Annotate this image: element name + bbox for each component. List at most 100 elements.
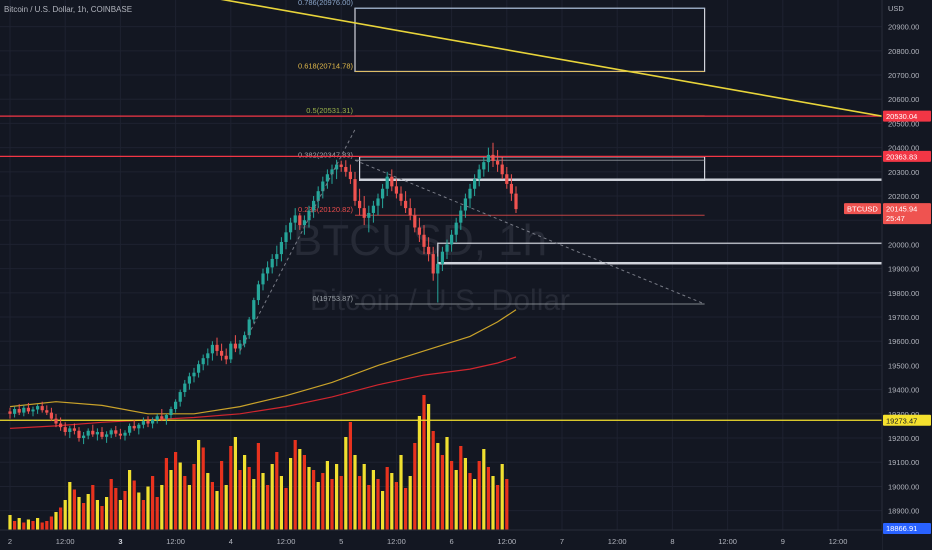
volume-bar (146, 486, 150, 530)
volume-bar (371, 470, 375, 530)
candle-body (486, 154, 490, 163)
volume-bar (450, 461, 454, 530)
candle-body (339, 164, 343, 167)
ma-slow-line (9, 356, 517, 429)
price-tick-label: 20800.00 (888, 47, 919, 56)
price-level-tag-bg (883, 414, 931, 426)
volume-bar (197, 440, 201, 530)
volume-bar (468, 473, 472, 530)
time-tick-label: 12:00 (608, 537, 627, 546)
volume-bar (123, 491, 127, 530)
volume-bar (385, 467, 389, 530)
volume-bar (183, 476, 187, 530)
candle-body (477, 169, 481, 180)
price-tick-label: 20300.00 (888, 168, 919, 177)
candle-body (284, 232, 288, 243)
price-tick-label: 19800.00 (888, 289, 919, 298)
fib-label-0.786: 0.786(20976.00) (298, 0, 354, 7)
candle-body (440, 251, 444, 264)
candle-body (17, 408, 21, 413)
volume-bar (505, 479, 509, 530)
candle-body (141, 421, 145, 425)
volume-bar (496, 485, 500, 530)
horizontal-lines (0, 115, 882, 421)
candle-body (224, 355, 228, 360)
volume-bar (201, 447, 205, 530)
candle-body (151, 419, 155, 424)
volume-bar (238, 470, 242, 530)
price-level-tag-bg (883, 110, 931, 122)
volume-bar (72, 489, 76, 530)
fib-label-0.5: 0.5(20531.31) (306, 106, 353, 115)
price-tick-label: 19600.00 (888, 337, 919, 346)
volume-bar (114, 488, 118, 530)
volume-bar (454, 470, 458, 530)
volume-bar (100, 506, 104, 530)
candle-body (293, 215, 297, 223)
volume-bar (284, 488, 288, 530)
volume-bar (321, 473, 325, 530)
candle-body (105, 434, 109, 437)
candle-body (312, 200, 316, 211)
volume-bar (417, 416, 421, 530)
volume-bar (404, 488, 408, 530)
volume-bar (427, 404, 431, 530)
candle-body (496, 160, 500, 165)
volume-bar (17, 518, 21, 530)
time-tick-label: 6 (450, 537, 454, 546)
candle-body (40, 406, 44, 411)
candle-body (482, 162, 486, 170)
dashed-trendline (354, 159, 705, 305)
candle-body (445, 244, 449, 252)
price-tick-label: 19500.00 (888, 361, 919, 370)
candle-body (22, 407, 26, 413)
volume-bar (270, 464, 274, 530)
volume-bar (59, 507, 63, 530)
price-tick-label: 19100.00 (888, 458, 919, 467)
volume-bar (82, 503, 86, 530)
candle-body (86, 430, 90, 436)
volume-bar (91, 485, 95, 530)
volume-bar (307, 467, 311, 530)
candle-body (220, 350, 224, 356)
price-tick-label: 20700.00 (888, 71, 919, 80)
candle-body (155, 416, 159, 420)
volume-bar (408, 476, 412, 530)
candle-body (45, 410, 49, 413)
candle-body (160, 416, 164, 419)
volume-bar (192, 464, 196, 530)
candle-body (270, 258, 274, 268)
time-tick-label: 9 (781, 537, 785, 546)
candle-body (427, 246, 431, 255)
symbol-legend[interactable]: Bitcoin / U.S. Dollar, 1h, COINBASE (4, 5, 132, 14)
volume-bar (36, 518, 40, 530)
volume-bar (330, 479, 334, 530)
time-tick-label: 12:00 (718, 537, 737, 546)
volume-bar (132, 480, 136, 530)
volume-bar (399, 455, 403, 530)
price-tick-label: 19300.00 (888, 410, 919, 419)
candle-body (178, 392, 182, 402)
candle-body (408, 208, 412, 216)
volume-bar (118, 500, 122, 530)
volume-bar (289, 458, 293, 530)
trendline[interactable] (88, 0, 931, 126)
candle-body (266, 267, 270, 274)
grid (0, 0, 882, 530)
volume-bar (49, 516, 53, 530)
volume-bar (128, 470, 132, 530)
volume-bar (293, 440, 297, 530)
candle-body (362, 208, 366, 218)
volume-bar (233, 437, 237, 530)
candle-body (118, 433, 122, 436)
price-axis-currency: USD (888, 4, 904, 13)
candle-body (238, 343, 242, 349)
volume-bar (344, 437, 348, 530)
candle-body (95, 431, 99, 435)
candle-body (417, 227, 421, 235)
volume-bar (77, 497, 81, 530)
volume-bar (394, 482, 398, 530)
volume-bar (358, 476, 362, 530)
